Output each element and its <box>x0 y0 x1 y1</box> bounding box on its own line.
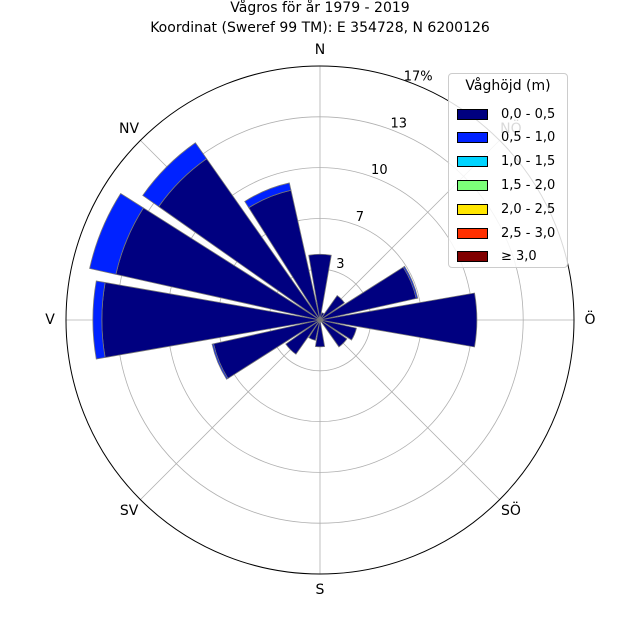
grid-spoke <box>140 319 321 500</box>
legend: Våghöjd (m) 0,0 - 0,5 0,5 - 1,0 1,0 - 1,5 1… <box>448 73 568 268</box>
legend-label: 1,0 - 1,5 <box>501 154 556 170</box>
legend-swatch <box>457 156 488 168</box>
legend-swatch <box>457 227 488 239</box>
legend-label: 0,0 - 0,5 <box>501 106 556 122</box>
sector-bar <box>308 319 321 341</box>
legend-swatch <box>457 108 488 120</box>
legend-swatch <box>457 203 488 215</box>
legend-label: ≥ 3,0 <box>501 249 537 265</box>
legend-entry: 1,0 - 1,5 <box>457 153 555 171</box>
legend-swatch <box>457 251 488 263</box>
direction-label: SÖ <box>501 501 521 519</box>
radial-tick-label: 13 <box>390 116 407 131</box>
radial-tick-label: 3 <box>336 257 344 272</box>
sector-bar <box>92 280 106 360</box>
sector-bar <box>142 142 208 208</box>
sector-bar <box>211 343 229 380</box>
polar-axis <box>65 65 575 575</box>
legend-entry: ≥ 3,0 <box>457 248 537 266</box>
radial-tick-label: 10 <box>371 163 388 178</box>
legend-swatch <box>457 132 488 144</box>
direction-label: V <box>45 312 55 328</box>
direction-label: Ö <box>584 310 595 328</box>
sector-bar <box>319 319 357 341</box>
sector-bars <box>89 142 478 380</box>
sector-bar <box>89 192 144 275</box>
sector-bar <box>308 253 332 321</box>
legend-entry: 2,0 - 2,5 <box>457 200 555 218</box>
chart-title: Vågros för år 1979 - 2019 <box>230 0 410 16</box>
direction-label: NV <box>119 121 139 137</box>
legend-title: Våghöjd (m) <box>465 78 551 94</box>
chart-subtitle: Koordinat (Sweref 99 TM): E 354728, N 62… <box>150 20 490 36</box>
legend-entry: 0,5 - 1,0 <box>457 129 555 147</box>
legend-entry: 2,5 - 3,0 <box>457 224 555 242</box>
direction-label: N <box>315 42 325 58</box>
radial-tick-label: 17% <box>404 69 433 84</box>
sector-bar <box>319 292 478 348</box>
legend-label: 1,5 - 2,0 <box>501 177 556 193</box>
sector-bar <box>319 319 348 348</box>
grid-spoke <box>319 319 500 500</box>
direction-label: SV <box>120 503 139 519</box>
legend-label: 0,5 - 1,0 <box>501 130 556 146</box>
sector-bar <box>314 319 326 348</box>
outer-ring <box>65 65 575 575</box>
legend-entry: 0,0 - 0,5 <box>457 105 555 123</box>
legend-swatch <box>457 179 488 191</box>
legend-entry: 1,5 - 2,0 <box>457 176 555 194</box>
legend-label: 2,0 - 2,5 <box>501 201 556 217</box>
legend-label: 2,5 - 3,0 <box>501 225 556 241</box>
sector-bar <box>319 294 346 321</box>
radial-tick-label: 7 <box>356 210 364 225</box>
sector-bar <box>402 265 419 299</box>
sector-bar <box>285 319 321 355</box>
direction-label: S <box>316 582 325 598</box>
sector-bar <box>244 182 292 209</box>
